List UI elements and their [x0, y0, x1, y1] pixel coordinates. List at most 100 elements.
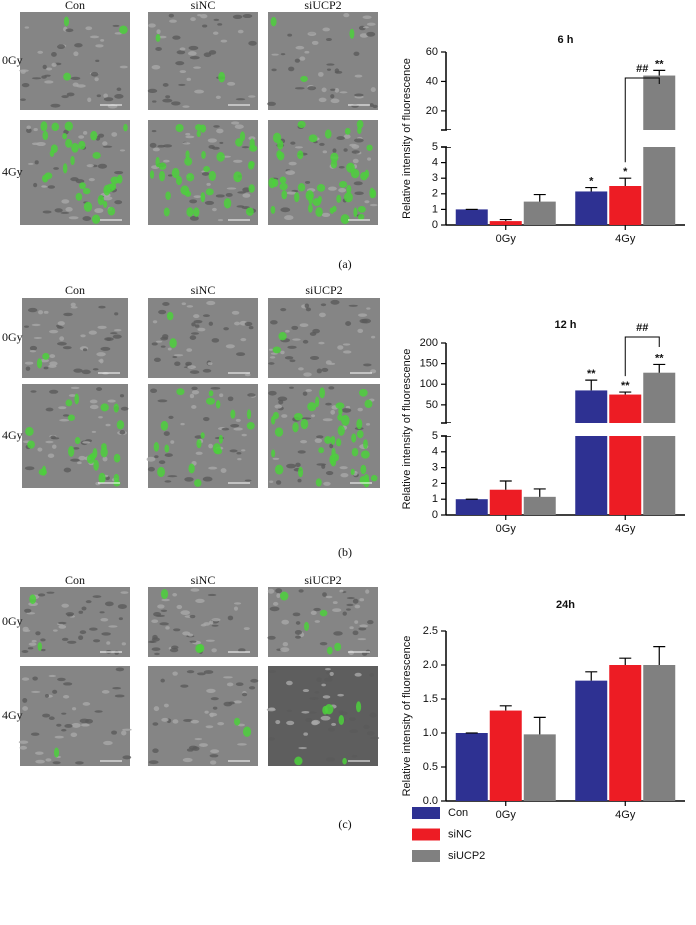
cell — [41, 75, 47, 79]
fluorescent-cell — [216, 152, 225, 162]
cell — [41, 185, 48, 188]
fluorescent-cell — [270, 205, 276, 214]
cell — [57, 621, 67, 625]
row-label: 4Gy — [2, 164, 23, 178]
cell — [359, 318, 368, 324]
cell — [221, 427, 230, 431]
cell — [250, 678, 259, 683]
cell — [161, 717, 169, 722]
row-label: 4Gy — [2, 428, 23, 442]
error-bar — [619, 177, 632, 186]
cell — [176, 604, 183, 610]
cell — [354, 191, 364, 195]
cell — [61, 95, 69, 99]
cell — [82, 348, 88, 352]
cell — [318, 341, 325, 345]
cell — [285, 329, 290, 333]
cell — [74, 43, 83, 48]
cell — [108, 625, 118, 628]
cell — [321, 367, 329, 373]
cell — [49, 389, 59, 394]
legend-swatch — [412, 850, 440, 862]
cell — [334, 88, 340, 93]
fluorescent-cell — [270, 16, 277, 27]
cell — [189, 56, 200, 60]
cell — [24, 608, 32, 613]
cell — [187, 365, 196, 369]
cell — [219, 393, 224, 398]
cell — [151, 637, 160, 642]
y-tick-label: 3 — [432, 462, 438, 474]
cell — [122, 728, 132, 731]
cell — [70, 302, 76, 307]
cell — [78, 135, 85, 139]
cell — [275, 719, 281, 725]
fluorescent-cell — [208, 390, 214, 397]
cell — [70, 386, 80, 390]
cell — [45, 758, 52, 762]
cell — [21, 650, 29, 653]
micrograph-background — [148, 12, 258, 110]
cell — [119, 149, 126, 152]
cell — [339, 466, 348, 470]
cell — [359, 33, 369, 38]
fluorescent-cell — [103, 200, 108, 208]
cell — [98, 305, 106, 309]
cell — [61, 728, 67, 732]
fluorescent-cell — [249, 138, 255, 149]
cell — [349, 626, 354, 630]
cell — [276, 593, 281, 599]
fluorescent-cell — [315, 396, 320, 408]
cell — [343, 13, 350, 18]
cell — [40, 638, 46, 642]
cell — [268, 390, 277, 396]
y-tick-label: 2 — [432, 477, 438, 489]
cell — [37, 593, 46, 597]
cell — [248, 326, 254, 330]
cell — [237, 743, 247, 746]
fluorescent-cell — [65, 399, 73, 407]
cell — [272, 457, 280, 460]
cell — [27, 162, 34, 165]
cell — [49, 329, 59, 334]
cell — [321, 87, 327, 93]
micrograph — [268, 120, 378, 225]
cell — [294, 87, 305, 90]
fluorescent-cell — [357, 213, 365, 221]
cell — [325, 37, 332, 42]
fluorescent-cell — [206, 397, 215, 405]
fluorescent-cell — [353, 207, 358, 218]
cell — [326, 63, 335, 66]
cell — [269, 606, 280, 612]
cell — [323, 481, 331, 486]
cell — [24, 325, 29, 328]
legend-label: siNC — [448, 828, 472, 840]
fluorescent-cell — [356, 430, 364, 439]
cell — [171, 101, 181, 106]
cell — [203, 670, 214, 674]
cell — [230, 121, 240, 125]
cell — [192, 746, 200, 751]
cell — [49, 354, 56, 359]
cell — [326, 757, 335, 762]
fluorescent-cell — [370, 474, 378, 482]
comparison-bracket — [624, 77, 660, 163]
cell — [193, 195, 202, 199]
cell — [210, 749, 220, 754]
significance-label: ** — [587, 368, 596, 380]
fluorescent-cell — [119, 25, 128, 34]
cell — [286, 709, 293, 713]
cell — [148, 760, 159, 765]
cell — [114, 94, 124, 99]
cell — [244, 321, 253, 327]
bar — [575, 191, 608, 225]
cell — [237, 191, 246, 194]
cell — [240, 337, 247, 342]
cell — [29, 350, 37, 353]
cell — [339, 91, 348, 94]
cell — [275, 480, 282, 485]
cell — [22, 697, 28, 703]
cell — [24, 26, 30, 29]
cell — [191, 390, 200, 395]
cell — [324, 668, 331, 671]
